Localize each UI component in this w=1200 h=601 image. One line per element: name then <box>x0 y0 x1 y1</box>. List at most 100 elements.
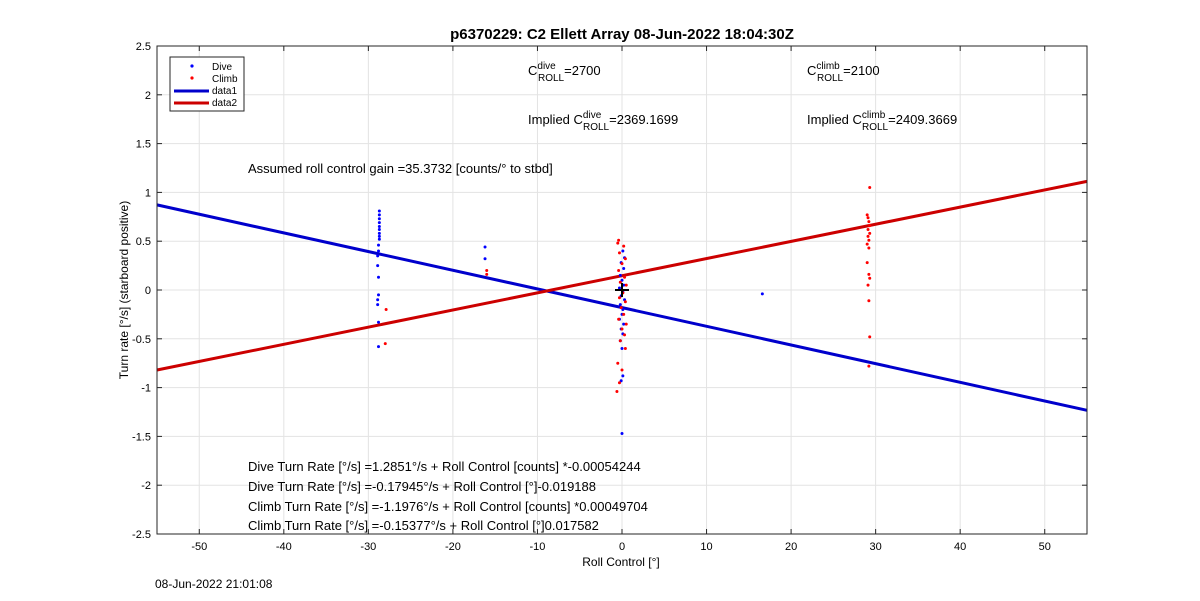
data-point-climb <box>866 227 870 231</box>
data-point-climb <box>617 381 621 385</box>
data-point-climb <box>623 347 627 351</box>
x-tick-label: 40 <box>954 541 966 553</box>
implied-c-roll-dive-annotation: Implied Cdive ROLL=2369.1699 <box>528 110 678 133</box>
data-point-dive <box>377 275 381 279</box>
y-tick-label: 0 <box>145 285 151 297</box>
x-tick-label: 20 <box>785 541 797 553</box>
data-point-climb <box>623 257 627 261</box>
data-point-climb <box>865 213 869 217</box>
x-tick-label: 0 <box>619 541 625 553</box>
x-tick-label: -40 <box>276 541 292 553</box>
data-point-climb <box>866 234 870 238</box>
implied-c-roll-climb-annotation: Implied Cclimb ROLL=2409.3669 <box>807 110 957 133</box>
x-tick-label: -50 <box>191 541 207 553</box>
y-tick-label: -0.5 <box>132 334 151 346</box>
data-point-dive <box>377 225 381 229</box>
origin-marker <box>615 283 629 297</box>
data-point-dive <box>376 264 380 268</box>
x-tick-label: 30 <box>870 541 882 553</box>
data-point-dive <box>619 379 623 383</box>
x-tick-label: -20 <box>445 541 461 553</box>
y-tick-label: -1 <box>141 383 151 395</box>
tick-labels: -50 -40 -30 -20 -10 0 10 20 30 40 50-2.5-2-1.5-1-0… <box>132 41 1051 553</box>
data-point-dive <box>377 243 381 247</box>
legend-dive-label: Dive <box>212 62 232 73</box>
roll-gain-annotation: Assumed roll control gain =35.3732 [coun… <box>248 161 553 176</box>
data-point-dive <box>620 431 624 435</box>
data-point-climb <box>619 306 623 310</box>
legend-data2-label: data2 <box>212 98 237 109</box>
data-point-dive <box>760 292 764 296</box>
data-point-dive <box>377 237 381 241</box>
x-tick-label: 50 <box>1039 541 1051 553</box>
y-tick-label: -1.5 <box>132 431 151 443</box>
legend-data1-label: data1 <box>212 86 237 97</box>
data-point-climb <box>384 308 388 312</box>
data-point-dive <box>622 322 626 326</box>
y-tick-label: 1 <box>145 187 151 199</box>
x-tick-label: -30 <box>360 541 376 553</box>
data-point-climb <box>867 272 871 276</box>
data-point-climb <box>623 300 627 304</box>
data-point-climb <box>485 268 489 272</box>
data-point-dive <box>617 286 621 290</box>
c-roll-climb-annotation: Cclimb ROLL=2100 <box>807 61 880 84</box>
data-point-climb <box>617 251 621 255</box>
data-point-dive <box>377 345 381 349</box>
legend-climb-marker <box>190 76 194 80</box>
data-point-climb <box>867 299 871 303</box>
data-point-dive <box>377 227 381 231</box>
y-tick-label: -2.5 <box>132 529 151 541</box>
c-roll-dive-annotation: Cdive ROLL=2700 <box>528 61 601 84</box>
dive-equation-counts: Dive Turn Rate [°/s] =1.2851°/s + Roll C… <box>248 459 641 474</box>
legend-climb-label: Climb <box>212 74 238 85</box>
data-point-climb <box>623 275 627 279</box>
climb-equation-degrees: Climb Turn Rate [°/s] =-0.15377°/s + Rol… <box>248 518 599 533</box>
data-point-climb <box>868 224 872 228</box>
data-point-dive <box>376 298 380 302</box>
data-point-climb <box>867 364 871 368</box>
data-point-climb <box>868 276 872 280</box>
x-tick-label: 10 <box>700 541 712 553</box>
data-point-dive <box>622 267 626 271</box>
data-point-climb <box>620 368 624 372</box>
ticks <box>157 45 1087 535</box>
y-axis-label: Turn rate [°/s] (starboard positive) <box>117 201 131 379</box>
data-point-climb <box>624 322 628 326</box>
data-point-climb <box>620 262 624 266</box>
data-points <box>376 186 872 435</box>
data-point-climb <box>618 339 622 343</box>
data-point-climb <box>868 186 872 190</box>
data-point-dive <box>621 249 625 253</box>
data-point-dive <box>377 221 381 225</box>
data-point-dive <box>620 347 624 351</box>
y-tick-label: 2 <box>145 90 151 102</box>
data-point-dive <box>377 234 381 238</box>
dive-equation-degrees: Dive Turn Rate [°/s] =-0.17945°/s + Roll… <box>248 479 596 494</box>
data-point-climb <box>867 220 871 224</box>
y-tick-label: 2.5 <box>136 41 151 53</box>
x-tick-label: -10 <box>530 541 546 553</box>
data-point-dive <box>483 257 487 261</box>
data-point-climb <box>617 268 621 272</box>
legend: Dive Climb data1 data2 <box>169 56 245 112</box>
data-point-dive <box>377 293 381 297</box>
data-point-climb <box>868 335 872 339</box>
data-point-dive <box>376 254 380 258</box>
x-axis-label: Roll Control [°] <box>582 555 660 569</box>
data-point-climb <box>620 327 624 331</box>
data-point-dive <box>377 209 381 213</box>
data-point-climb <box>867 238 871 242</box>
y-tick-label: 1.5 <box>136 139 151 151</box>
data-point-climb <box>622 244 626 248</box>
data-point-climb <box>383 342 387 346</box>
data-point-dive <box>376 303 380 307</box>
fit-line-data2 <box>156 179 1088 372</box>
y-tick-label: -2 <box>141 480 151 492</box>
data-point-climb <box>868 231 872 235</box>
data-point-climb <box>865 261 869 265</box>
legend-dive-marker <box>190 64 194 68</box>
data-point-dive <box>377 217 381 221</box>
data-point-climb <box>617 296 621 300</box>
